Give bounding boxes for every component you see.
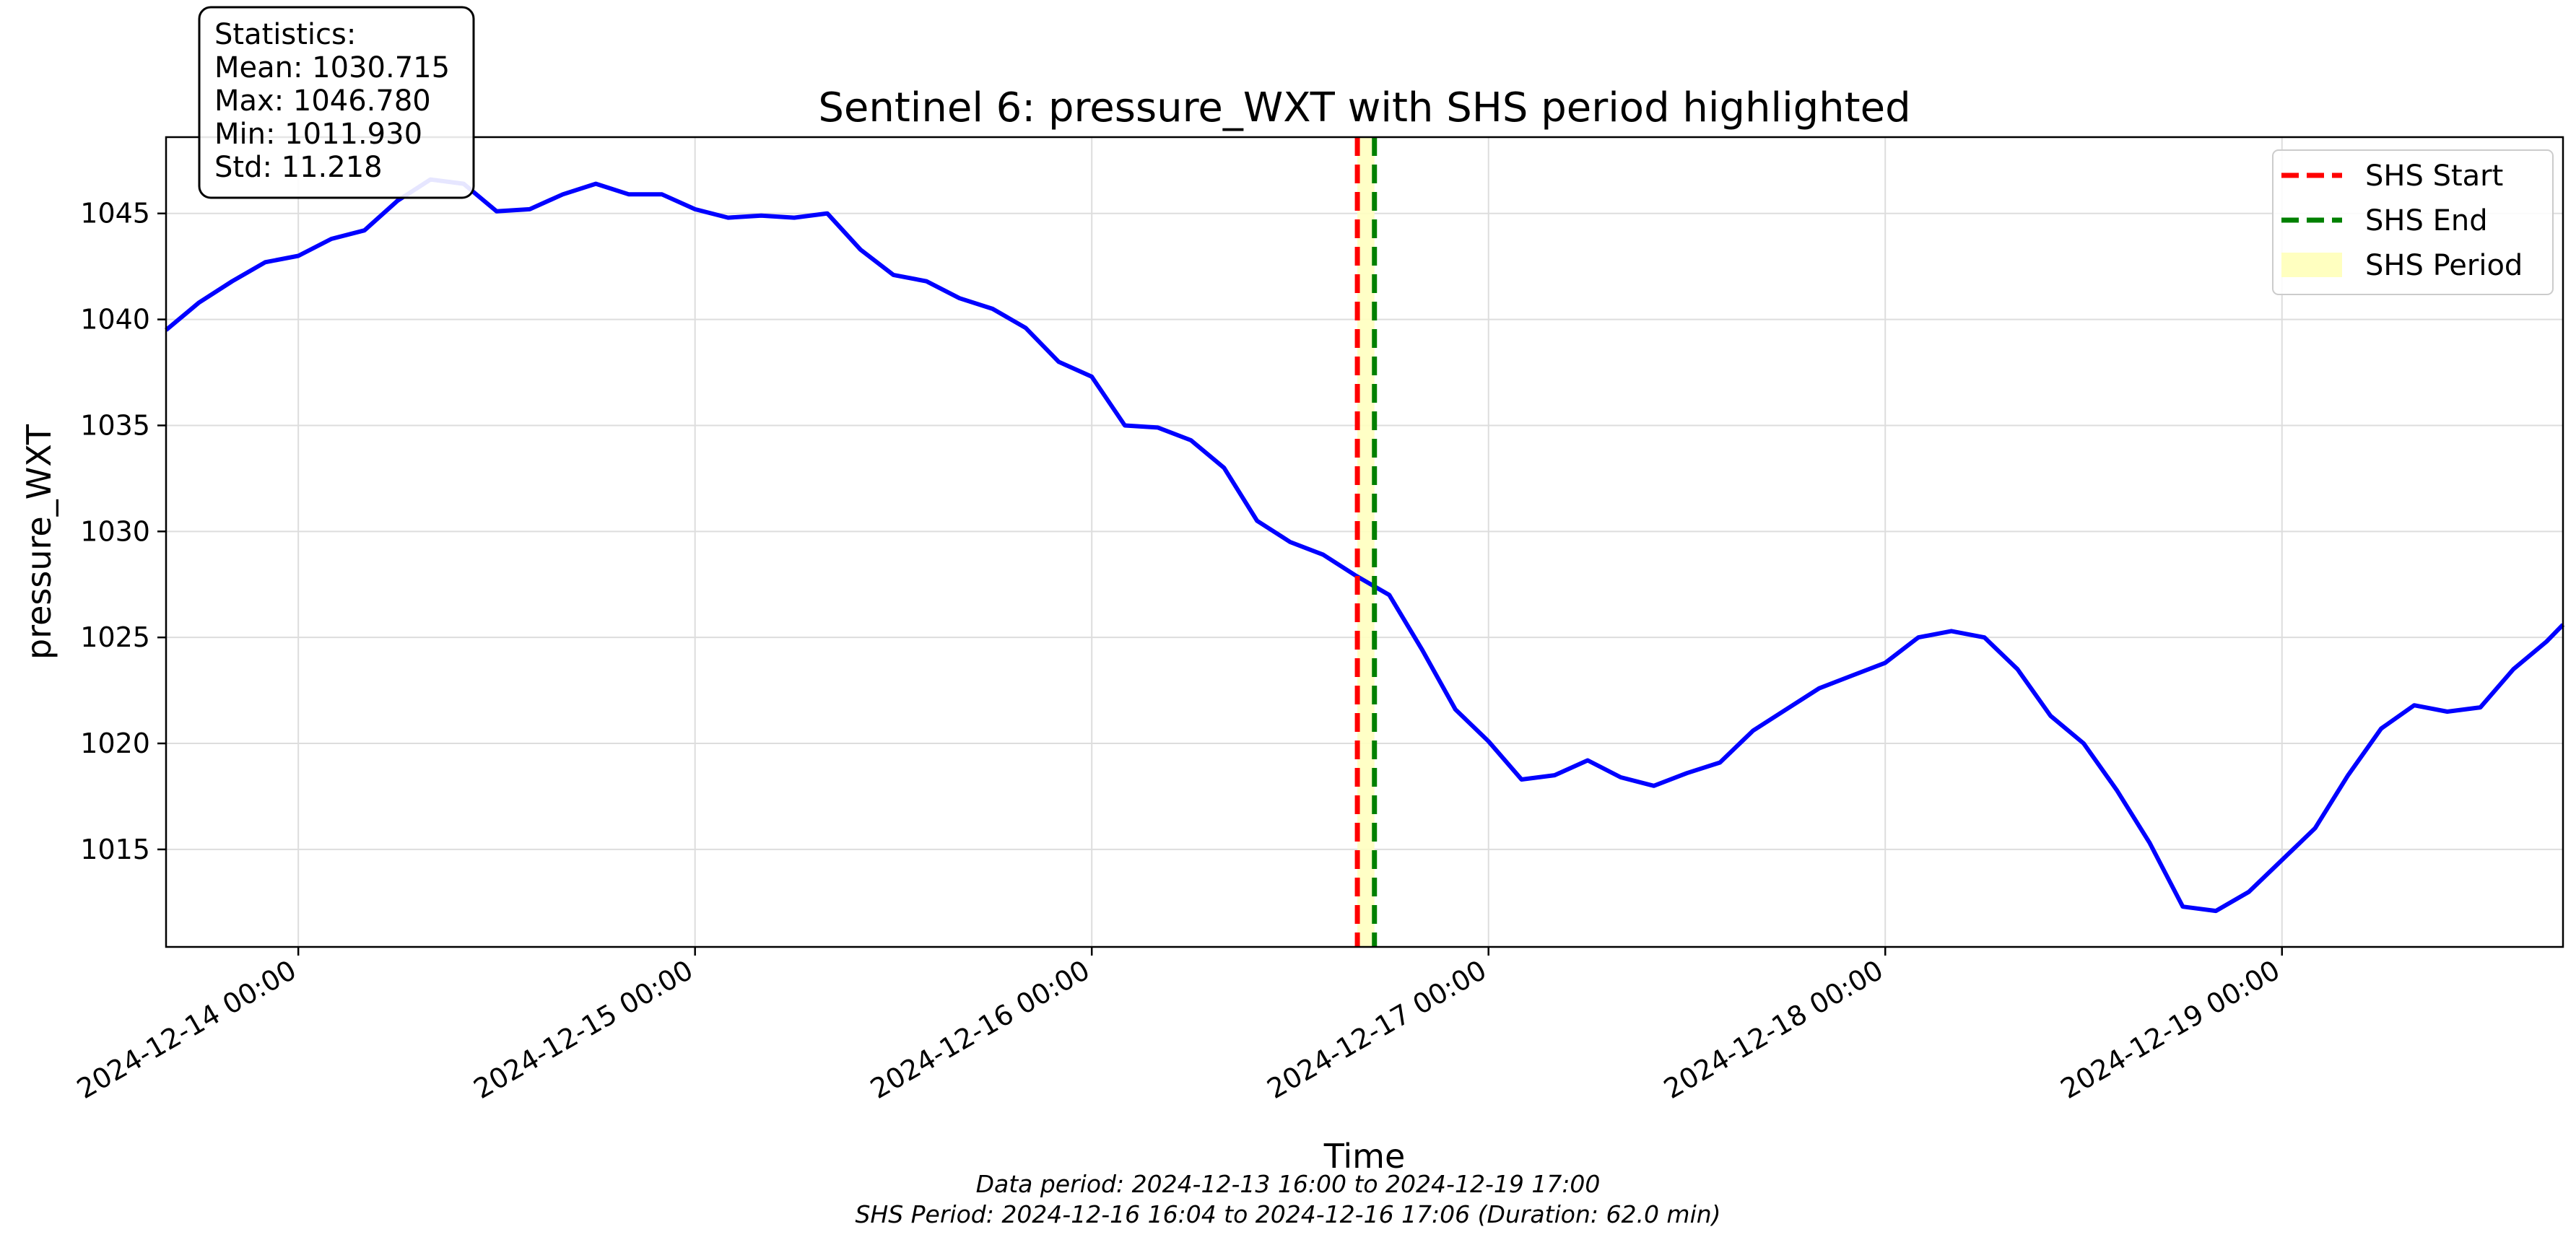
statistics-frame xyxy=(198,6,475,199)
plot-frame xyxy=(165,136,2564,948)
x-tick-label: 2024-12-15 00:00 xyxy=(469,954,699,1105)
shs-highlight xyxy=(1357,137,1375,947)
legend-frame xyxy=(2272,149,2554,295)
x-axis-title: Time xyxy=(1323,1137,1406,1176)
x-axis: 2024-12-14 00:00 2024-12-15 00:00 2024-12-… xyxy=(71,947,2285,1105)
chart-title: Sentinel 6: pressure_WXT with SHS period… xyxy=(818,84,1910,131)
y-tick-label: 1015 xyxy=(80,834,150,865)
y-tick-label: 1045 xyxy=(80,198,150,230)
legend-label: SHS Start xyxy=(2365,160,2503,193)
legend-label: SHS Period xyxy=(2365,249,2523,282)
y-tick-label: 1025 xyxy=(80,621,150,653)
y-tick-label: 1035 xyxy=(80,409,150,441)
x-tick-label: 2024-12-17 00:00 xyxy=(1262,954,1492,1105)
x-tick-label: 2024-12-18 00:00 xyxy=(1658,954,1889,1105)
x-tick-label: 2024-12-19 00:00 xyxy=(2055,954,2286,1105)
y-tick-label: 1030 xyxy=(80,515,150,547)
statistics-line: Min: 1011.930 xyxy=(214,118,422,151)
footer-data-period: Data period: 2024-12-13 16:00 to 2024-12… xyxy=(976,1170,1601,1198)
x-tick-label: 2024-12-16 00:00 xyxy=(865,954,1095,1105)
y-tick-label: 1040 xyxy=(80,304,150,336)
statistics-line: Statistics: xyxy=(214,18,356,51)
statistics-line: Mean: 1030.715 xyxy=(214,51,450,84)
y-axis-title: pressure_WXT xyxy=(19,424,58,660)
x-tick-label: 2024-12-14 00:00 xyxy=(71,954,302,1105)
statistics-line: Std: 11.218 xyxy=(214,151,383,184)
footer-shs-period: SHS Period: 2024-12-16 16:04 to 2024-12-… xyxy=(855,1200,1720,1228)
statistics-line: Max: 1046.780 xyxy=(214,84,431,118)
legend-label: SHS End xyxy=(2365,204,2488,237)
legend-swatch xyxy=(2281,253,2342,277)
legend: SHS Start SHS End SHS Period xyxy=(2272,149,2554,295)
y-axis: 1015 1020 1025 1030 1035 1040 1045 xyxy=(80,198,166,865)
shs-period-band xyxy=(1357,137,1375,947)
y-tick-label: 1020 xyxy=(80,728,150,759)
